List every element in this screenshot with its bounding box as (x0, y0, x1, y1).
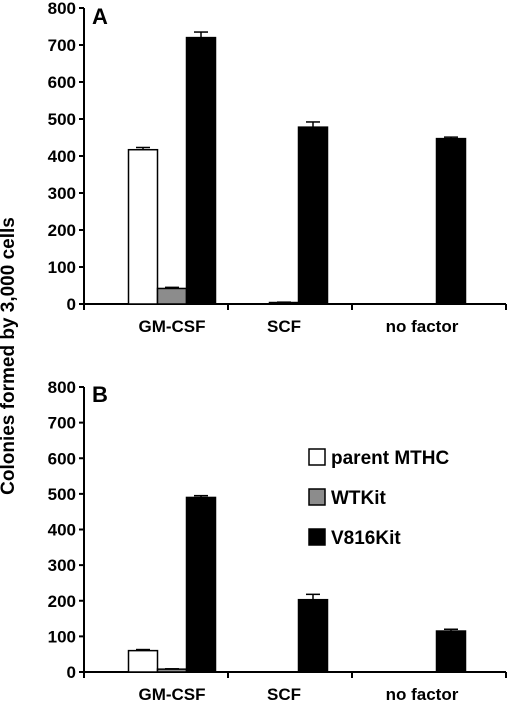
y-tick-label: 500 (48, 485, 76, 504)
y-tick-label: 200 (48, 221, 76, 240)
panel-label: A (92, 4, 108, 29)
y-tick-label: 800 (48, 0, 76, 18)
legend-label: parent MTHC (331, 448, 450, 469)
bar (297, 126, 329, 305)
y-tick-label: 300 (48, 556, 76, 575)
y-tick-label: 200 (48, 592, 76, 611)
y-axis-title: Colonies formed by 3,000 cells (0, 217, 19, 495)
legend-label: V816Kit (331, 528, 401, 549)
y-tick-label: 0 (67, 295, 76, 314)
panel-b-chart: 0 100 200 300 400 500 600 700 800 GM-CSF SCF no fac… (48, 378, 507, 704)
panel-a-chart: 0 100 200 300 400 500 600 700 800 GM-CSF SCF no fac… (48, 0, 507, 336)
bar (297, 598, 329, 673)
y-tick-label: 600 (48, 73, 76, 92)
y-tick-label: 800 (48, 378, 76, 397)
x-category-label: SCF (267, 685, 301, 704)
bar (127, 649, 159, 673)
x-category-label: no factor (386, 685, 459, 704)
y-tick-label: 0 (67, 663, 76, 682)
y-tick-label: 600 (48, 449, 76, 468)
bar (185, 496, 217, 673)
bar (185, 36, 217, 305)
legend-swatch (308, 488, 326, 506)
legend-label: WTKit (331, 488, 387, 509)
y-tick-label: 500 (48, 110, 76, 129)
y-tick-label: 100 (48, 627, 76, 646)
x-category-label: no factor (386, 317, 459, 336)
y-tick-label: 700 (48, 414, 76, 433)
legend: parent MTHC WTKit V816Kit (308, 448, 450, 549)
x-category-label: GM-CSF (138, 685, 205, 704)
bar (156, 287, 188, 305)
y-tick-label: 700 (48, 36, 76, 55)
legend-swatch (308, 528, 326, 546)
panel-label: B (92, 382, 108, 407)
y-tick-label: 400 (48, 521, 76, 540)
bar (156, 668, 188, 673)
x-category-label: SCF (267, 317, 301, 336)
y-tick-label: 400 (48, 147, 76, 166)
y-tick-label: 100 (48, 258, 76, 277)
bar (127, 148, 159, 305)
bar (435, 137, 467, 305)
legend-swatch (308, 448, 326, 466)
bar (435, 630, 467, 673)
x-category-label: GM-CSF (138, 317, 205, 336)
y-tick-label: 300 (48, 184, 76, 203)
